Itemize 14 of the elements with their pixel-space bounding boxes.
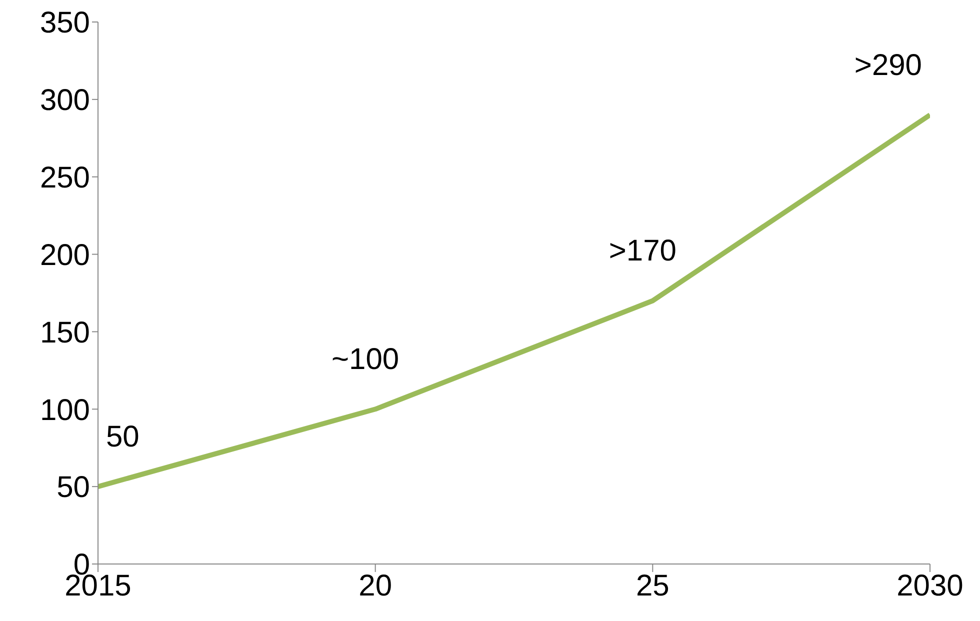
data-label: >170 <box>608 234 676 268</box>
y-tick-label: 100 <box>40 394 90 427</box>
x-tick-label: 25 <box>636 569 670 602</box>
y-tick-label: 350 <box>40 6 90 40</box>
y-tick-label: 300 <box>40 84 90 118</box>
data-label: ~100 <box>332 343 400 376</box>
data-label: 50 <box>106 420 140 454</box>
y-tick-label: 200 <box>40 238 90 272</box>
x-tick-label: 2030 <box>896 569 964 602</box>
x-tick-label: 20 <box>358 569 392 602</box>
y-tick-label: 150 <box>40 316 90 350</box>
y-tick-label: 250 <box>40 162 90 195</box>
y-tick-label: 50 <box>56 471 90 504</box>
data-label: >290 <box>854 48 922 82</box>
